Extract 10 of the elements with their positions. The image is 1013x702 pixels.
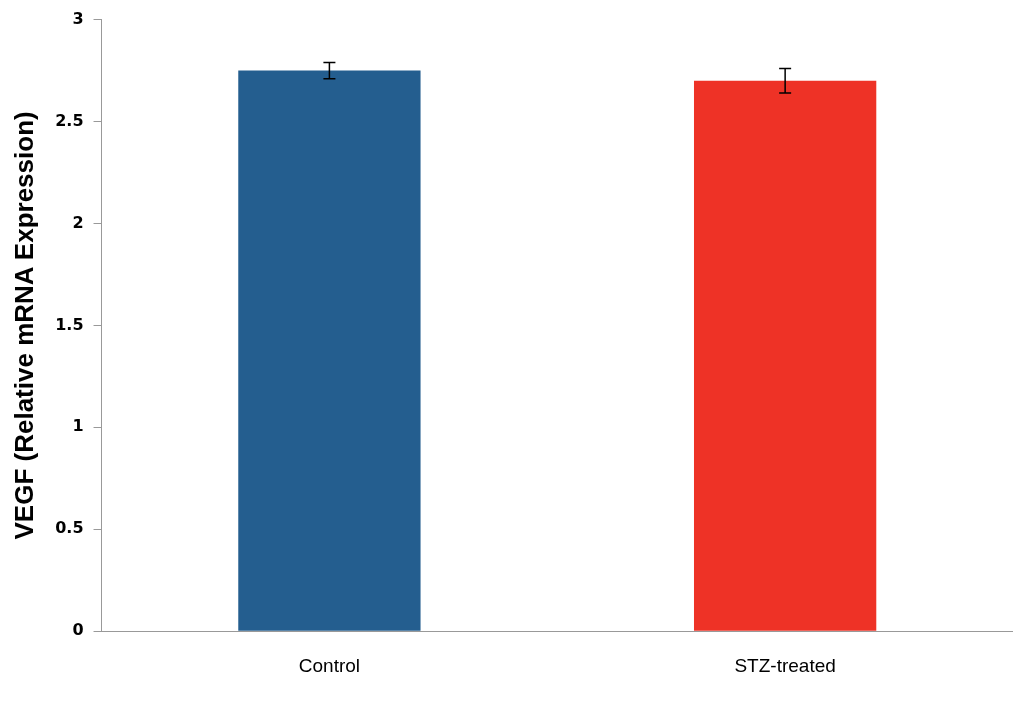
y-axis-title: VEGF (Relative mRNA Expression) [8,111,39,540]
y-tick-label: 1 [72,416,84,436]
y-tick-label: 1.5 [55,314,84,334]
x-tick-label: Control [298,654,361,676]
y-tick-label: 2 [72,212,84,232]
y-tick-label: 0.5 [55,518,84,538]
x-tick-label: STZ-treated [734,654,836,676]
y-tick-label: 3 [72,8,84,28]
y-tick-label: 2.5 [55,110,84,130]
y-tick-label: 0 [72,620,84,640]
